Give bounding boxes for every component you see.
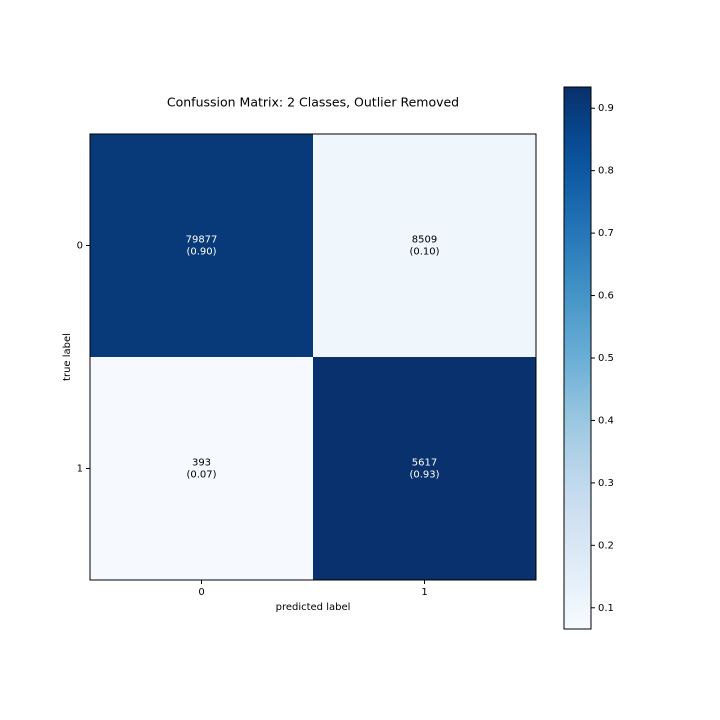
cell-value-label: (0.93) bbox=[409, 470, 439, 481]
colorbar-tick-label: 0.9 bbox=[598, 103, 614, 114]
colorbar-tick-label: 0.8 bbox=[598, 166, 614, 177]
cell-count: 393 bbox=[192, 458, 211, 469]
cell-count: 5617 bbox=[412, 458, 437, 469]
chart-title: Confussion Matrix: 2 Classes, Outlier Re… bbox=[167, 95, 459, 110]
cell-count: 79877 bbox=[186, 235, 218, 246]
plot-frame bbox=[89, 133, 537, 581]
colorbar-tick-label: 0.3 bbox=[598, 478, 614, 489]
colorbar-tick-label: 0.5 bbox=[598, 353, 614, 364]
heatmap-cell bbox=[90, 134, 313, 357]
y-tick-label: 1 bbox=[77, 464, 83, 475]
heatmap-cell bbox=[90, 357, 313, 580]
heatmap-cell bbox=[313, 357, 536, 580]
colorbar bbox=[563, 86, 592, 630]
x-tick-label: 0 bbox=[198, 587, 204, 598]
colorbar-tick-label: 0.4 bbox=[598, 415, 614, 426]
y-axis-label: true label bbox=[62, 333, 73, 381]
colorbar-tick-label: 0.2 bbox=[598, 540, 614, 551]
x-axis-label: predicted label bbox=[276, 602, 351, 613]
colorbar-tick-label: 0.7 bbox=[598, 228, 614, 239]
y-tick-label: 0 bbox=[77, 241, 83, 252]
cell-value-label: (0.07) bbox=[186, 470, 216, 481]
colorbar-tick-label: 0.6 bbox=[598, 291, 614, 302]
cell-count: 8509 bbox=[412, 235, 437, 246]
cell-value-label: (0.90) bbox=[186, 247, 216, 258]
x-tick-label: 1 bbox=[421, 587, 427, 598]
heatmap-cell bbox=[313, 134, 536, 357]
cell-value-label: (0.10) bbox=[409, 247, 439, 258]
colorbar-tick-label: 0.1 bbox=[598, 603, 614, 614]
